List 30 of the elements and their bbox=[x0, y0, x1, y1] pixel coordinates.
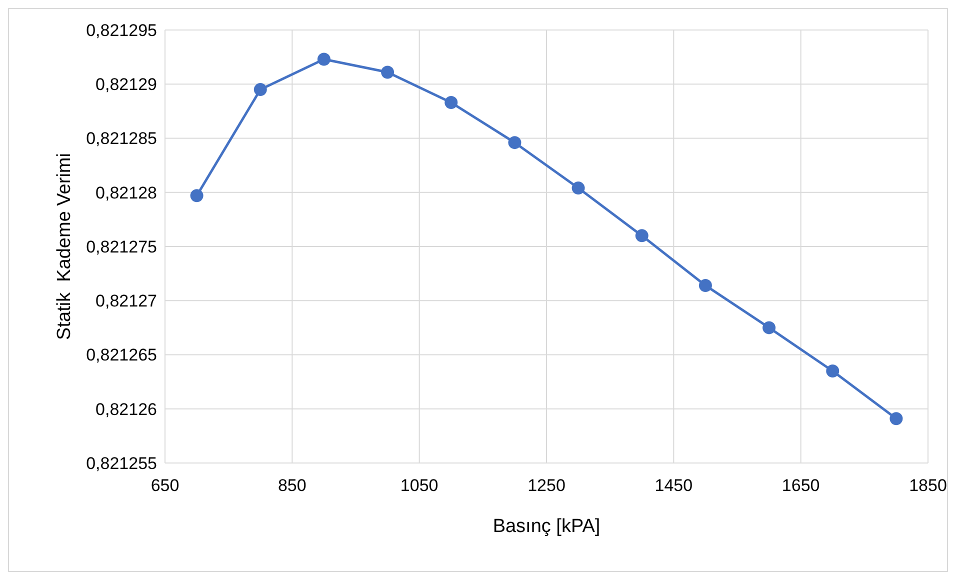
point bbox=[698, 278, 712, 292]
point bbox=[254, 83, 267, 96]
y-tick-label: 0,82128 bbox=[96, 183, 157, 202]
point bbox=[444, 96, 458, 110]
point bbox=[762, 321, 776, 334]
y-tick-label: 0,82126 bbox=[96, 400, 157, 419]
point bbox=[508, 136, 522, 150]
point bbox=[890, 412, 903, 426]
y-axis-title: Statik Kademe Verimi bbox=[54, 153, 75, 340]
point bbox=[826, 364, 840, 378]
x-axis-title: Basınç [kPA] bbox=[492, 516, 600, 537]
point bbox=[635, 229, 648, 242]
x-tick-label: 1050 bbox=[400, 476, 438, 495]
x-tick-label: 1250 bbox=[528, 476, 566, 495]
y-tick-label: 0,821295 bbox=[86, 20, 157, 40]
point bbox=[190, 189, 204, 202]
x-tick-label: 850 bbox=[278, 476, 306, 495]
x-tick-label: 650 bbox=[150, 476, 180, 495]
x-tick-label: 1650 bbox=[782, 476, 820, 495]
y-tick-label: 0,821255 bbox=[86, 454, 157, 473]
x-tick-label: 1450 bbox=[654, 476, 693, 495]
y-tick-label: 0,82127 bbox=[96, 292, 157, 311]
point bbox=[317, 52, 330, 66]
y-tick-label: 0,82129 bbox=[96, 75, 157, 94]
x-tick-label: 1850 bbox=[909, 476, 947, 495]
point bbox=[381, 66, 394, 79]
y-tick-label: 0,821275 bbox=[86, 237, 157, 256]
y-tick-label: 0,821265 bbox=[86, 346, 157, 365]
y-tick-label: 0,821285 bbox=[86, 129, 157, 148]
point bbox=[572, 182, 585, 195]
